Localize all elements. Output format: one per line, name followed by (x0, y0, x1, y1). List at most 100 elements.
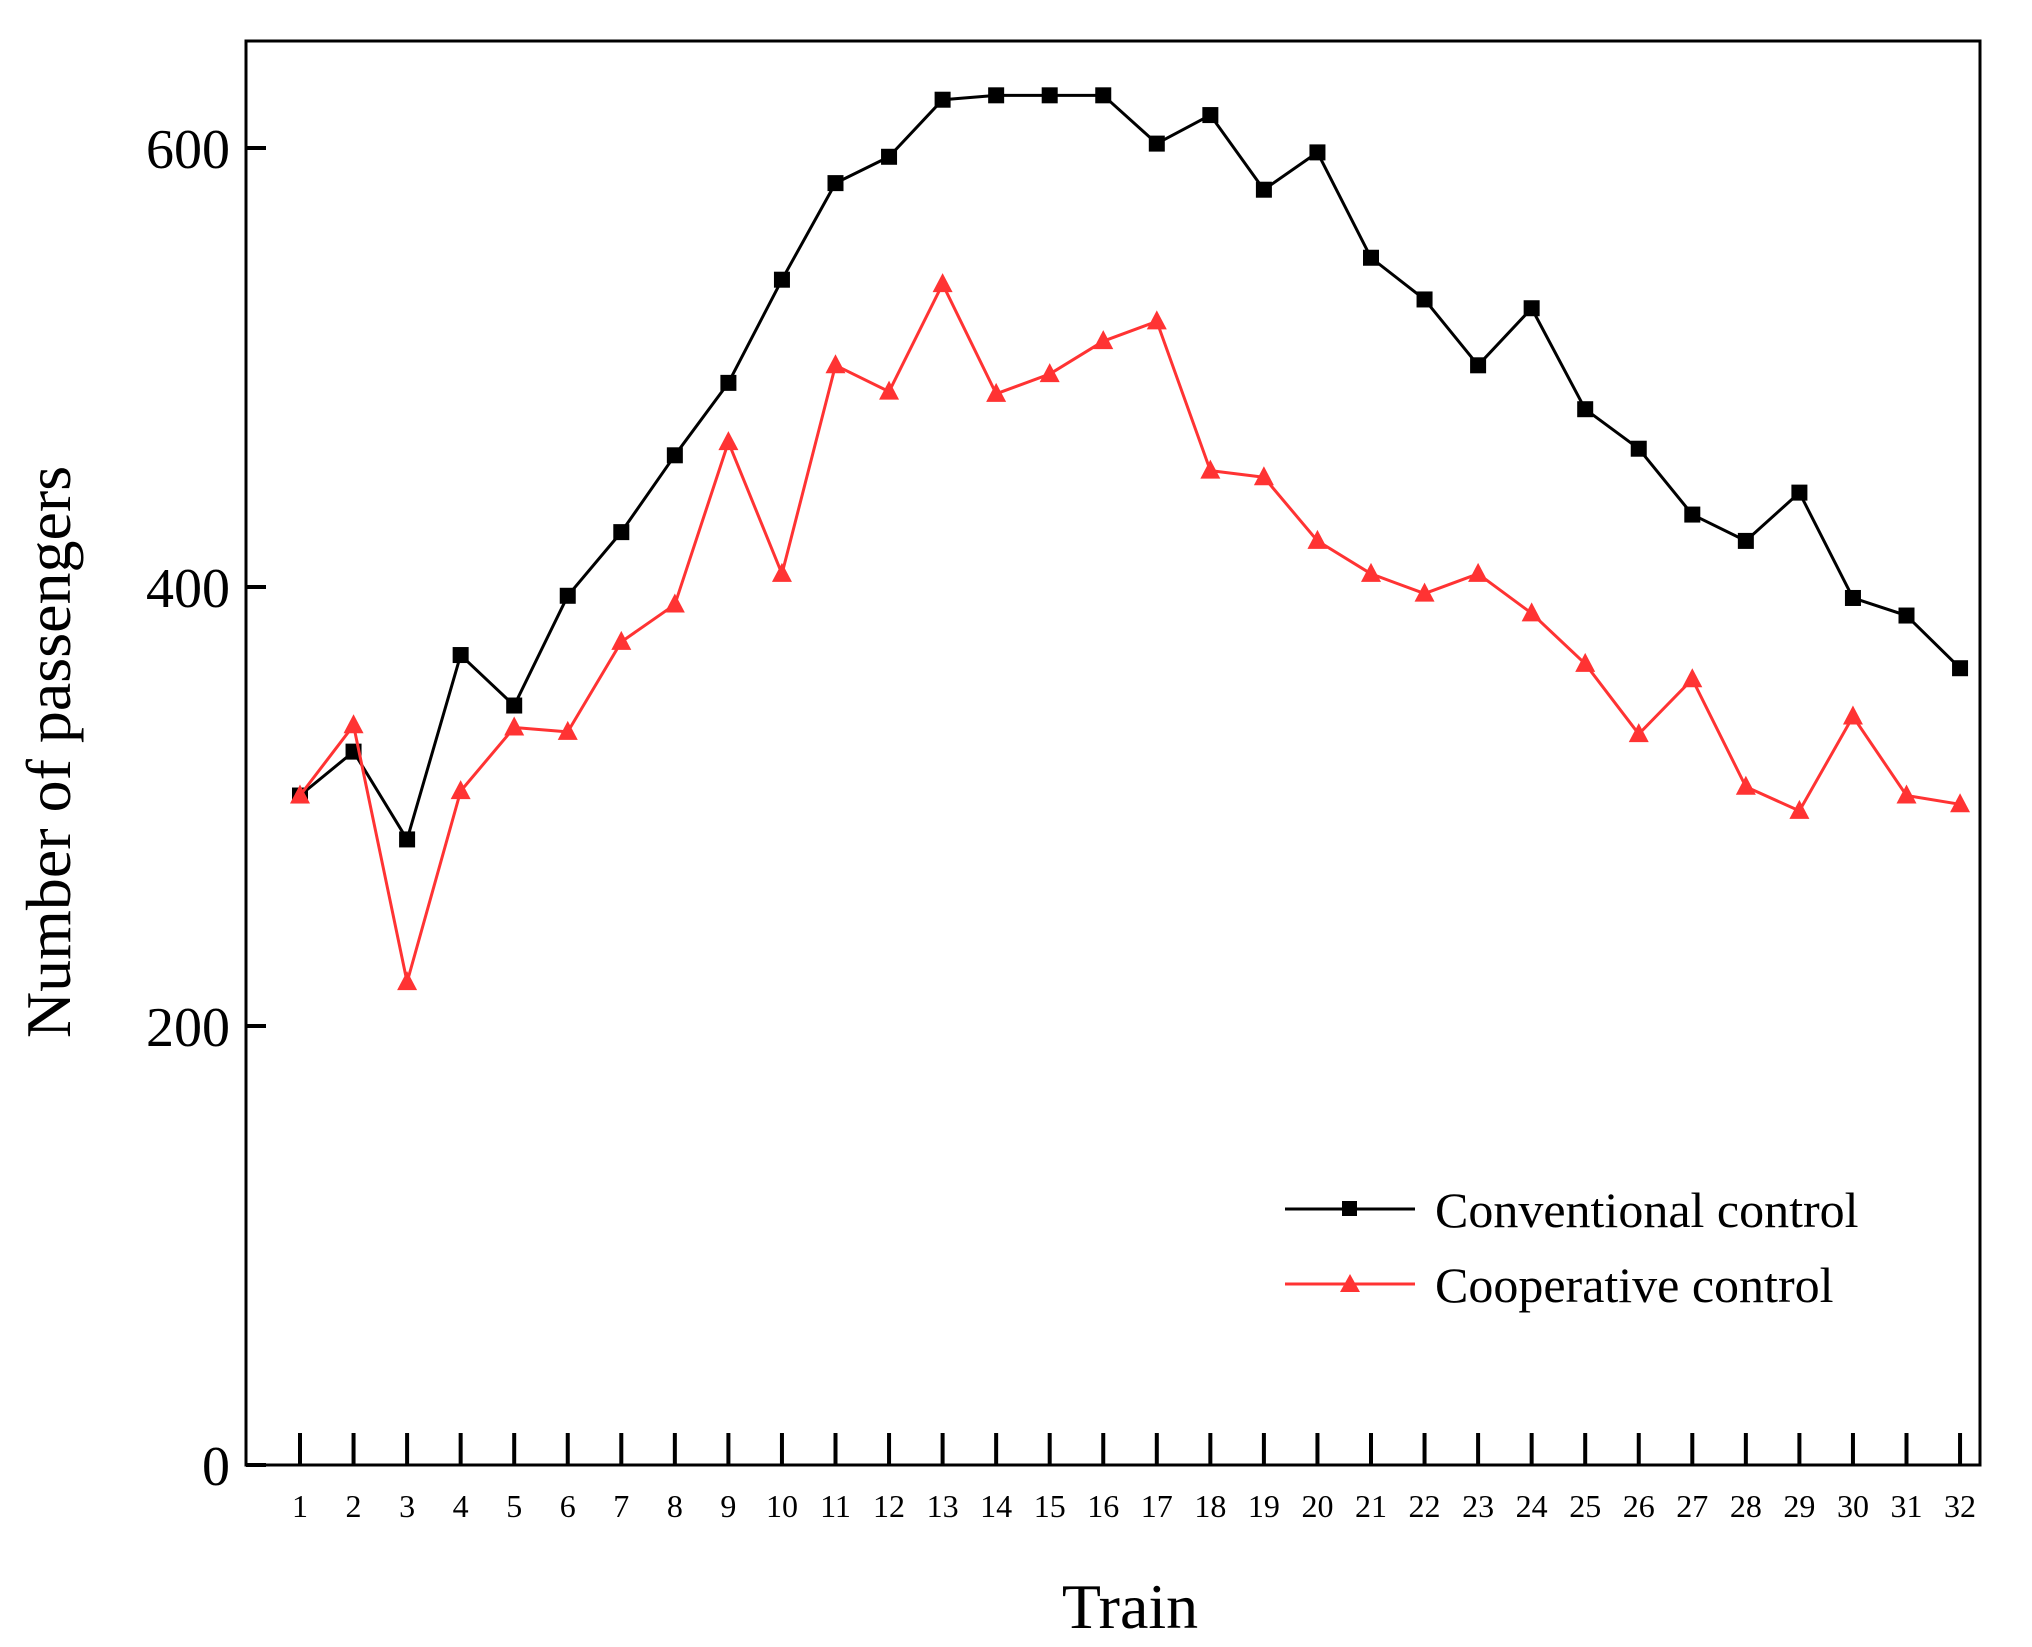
data-point (773, 271, 790, 288)
legend-marker-conventional (1342, 1201, 1357, 1216)
series-line (299, 93, 1962, 841)
x-tick-label: 9 (720, 1488, 736, 1524)
legend-marker-cooperative (1340, 1274, 1360, 1292)
data-point (986, 382, 1007, 402)
x-tick-label: 6 (560, 1488, 576, 1524)
data-point (557, 720, 578, 740)
data-point (452, 647, 469, 664)
y-tick-label: 600 (146, 119, 230, 181)
data-point (504, 716, 525, 736)
x-tick-label: 13 (927, 1488, 959, 1524)
x-tick-label: 10 (766, 1488, 798, 1524)
data-point (1898, 607, 1915, 624)
data-point (1253, 466, 1274, 486)
data-point (1791, 484, 1808, 501)
y-tick-label: 200 (146, 997, 230, 1059)
x-ticks: 1 2 3 4 5 6 7 8 9 10 11 12 13 14 15 16 17 18 19 20 21 22 23 24 2… (292, 1433, 1976, 1524)
data-point (1307, 529, 1328, 549)
y-axis-title: Number of passengers (13, 466, 84, 1038)
y-tick-label: 400 (146, 558, 230, 620)
series-conventional (292, 87, 1969, 848)
data-point (1468, 562, 1489, 582)
data-point (506, 697, 523, 714)
data-point (1309, 144, 1326, 161)
data-point (1200, 459, 1221, 479)
legend-label-cooperative: Cooperative control (1435, 1257, 1834, 1313)
data-point (1361, 562, 1381, 582)
legend-label-conventional: Conventional control (1435, 1182, 1859, 1238)
data-point (1041, 87, 1058, 104)
x-tick-label: 2 (346, 1488, 362, 1524)
x-tick-label: 11 (820, 1488, 851, 1524)
data-point (1950, 793, 1971, 813)
data-point (613, 524, 630, 541)
x-tick-label: 1 (292, 1488, 308, 1524)
data-point (879, 380, 900, 400)
data-point (1039, 363, 1060, 383)
data-point (1414, 582, 1435, 602)
plot-frame (244, 39, 1982, 1467)
data-point (666, 447, 683, 464)
x-tick-label: 7 (613, 1488, 629, 1524)
x-tick-label: 19 (1248, 1488, 1280, 1524)
data-point (1789, 799, 1810, 819)
data-point (664, 593, 685, 613)
data-point (1470, 357, 1487, 374)
x-tick-label: 5 (506, 1488, 522, 1524)
data-point (1093, 330, 1114, 350)
x-tick-label: 17 (1141, 1488, 1173, 1524)
data-point (1416, 291, 1433, 308)
data-point (290, 784, 310, 804)
data-point (397, 971, 418, 991)
data-point (1575, 652, 1596, 672)
data-point (1735, 775, 1756, 795)
x-tick-label: 15 (1034, 1488, 1066, 1524)
x-axis-title: Train (1062, 1571, 1198, 1642)
data-point (450, 780, 471, 800)
data-point (1842, 705, 1863, 725)
series-line (298, 282, 1961, 984)
x-tick-label: 24 (1516, 1488, 1548, 1524)
x-tick-label: 3 (399, 1488, 415, 1524)
data-point (720, 374, 737, 391)
data-point (881, 148, 898, 165)
x-tick-label: 30 (1837, 1488, 1869, 1524)
data-point (718, 431, 739, 451)
data-point (1255, 181, 1272, 198)
data-point (932, 273, 953, 293)
data-point (825, 354, 846, 374)
data-point (1577, 401, 1594, 418)
data-point (988, 87, 1005, 104)
data-point (934, 91, 951, 108)
x-tick-label: 27 (1676, 1488, 1708, 1524)
x-tick-label: 26 (1623, 1488, 1655, 1524)
series-layer (290, 87, 1971, 991)
series-cooperative (290, 273, 1971, 991)
data-point (1095, 87, 1112, 104)
data-point (1146, 310, 1167, 330)
data-point (1523, 300, 1540, 317)
x-tick-label: 20 (1301, 1488, 1333, 1524)
x-tick-label: 32 (1944, 1488, 1976, 1524)
x-tick-label: 21 (1355, 1488, 1387, 1524)
data-point (1628, 723, 1649, 743)
y-tick-label: 0 (202, 1436, 230, 1498)
data-point (1737, 532, 1754, 549)
data-point (1148, 135, 1165, 152)
data-point (1363, 249, 1379, 266)
legend: Conventional control Cooperative control (1285, 1182, 1859, 1313)
x-tick-label: 18 (1194, 1488, 1226, 1524)
data-point (559, 587, 576, 604)
data-point (1952, 660, 1969, 677)
x-tick-label: 23 (1462, 1488, 1494, 1524)
data-point (1202, 107, 1219, 124)
x-tick-label: 22 (1409, 1488, 1441, 1524)
data-point (1684, 506, 1701, 523)
data-point (399, 831, 416, 848)
data-point (1896, 784, 1917, 804)
data-point (1844, 589, 1861, 606)
data-point (827, 175, 844, 192)
data-point (343, 714, 364, 734)
data-point (611, 630, 632, 650)
data-point (1682, 668, 1703, 688)
